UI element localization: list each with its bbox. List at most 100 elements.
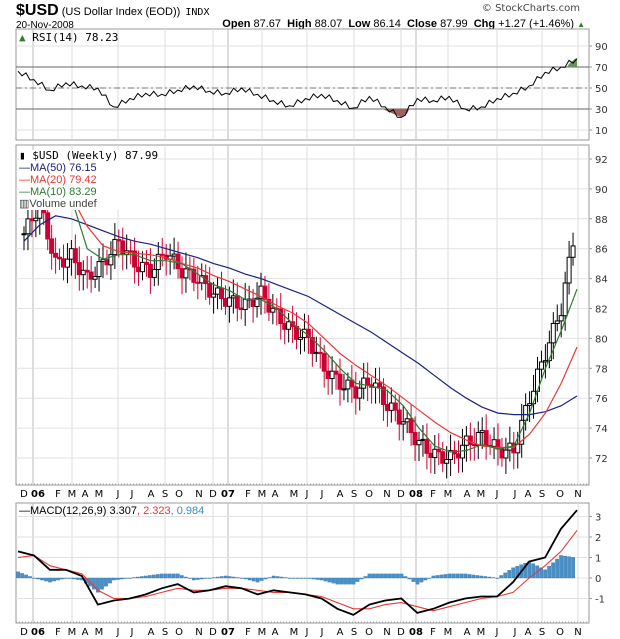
svg-text:A: A <box>82 489 89 500</box>
svg-text:J: J <box>305 489 309 500</box>
chart-title: $USD (US Dollar Index (EOD)) INDX <box>16 2 209 20</box>
svg-text:3: 3 <box>595 513 601 524</box>
svg-text:M: M <box>68 627 77 638</box>
ma20-legend: MA(20) 79.42 <box>30 174 97 186</box>
volume-legend: Volume undef <box>29 198 97 210</box>
quote-summary: Open 87.67 High 88.07 Low 86.14 Close 87… <box>222 18 585 30</box>
ma50-legend: MA(50) 76.15 <box>30 162 97 174</box>
x-axis-top: D 06 F M A M J J A S O N D 07 F M A M J J A S O N D 08 F M A M J J A S O N <box>16 483 589 500</box>
svg-text:-1: -1 <box>595 595 605 606</box>
svg-text:M: M <box>477 489 486 500</box>
svg-text:F: F <box>55 627 61 638</box>
svg-text:70: 70 <box>595 63 608 74</box>
svg-text:10: 10 <box>595 126 608 137</box>
open-label: Open <box>222 18 251 30</box>
svg-text:90: 90 <box>595 42 608 53</box>
svg-text:J: J <box>130 627 134 638</box>
svg-text:F: F <box>430 627 436 638</box>
high-label: High <box>287 18 312 30</box>
svg-text:S: S <box>351 489 357 500</box>
x-axis-bottom: D 06 F M A M J J A S O N D 07 F M A M J J A S O N D 08 F M A M J J A S O N <box>16 621 589 638</box>
svg-text:O: O <box>365 627 373 638</box>
symbol: $USD <box>16 2 59 19</box>
svg-text:80: 80 <box>595 334 608 345</box>
svg-text:06: 06 <box>31 627 45 638</box>
svg-text:A: A <box>148 489 155 500</box>
low-value: 86.14 <box>373 18 401 30</box>
svg-text:A: A <box>525 627 532 638</box>
svg-text:84: 84 <box>595 275 608 286</box>
rsi-legend-text: RSI(14) 78.23 <box>32 31 119 44</box>
svg-text:D: D <box>209 627 217 638</box>
macd-signal-value: , 2.323 <box>137 505 171 517</box>
svg-text:M: M <box>95 489 104 500</box>
svg-text:08: 08 <box>409 489 423 500</box>
svg-text:A: A <box>272 489 279 500</box>
svg-text:S: S <box>162 489 168 500</box>
price-legend: ▮ $USD (Weekly) 87.99 —MA(50) 76.15 —MA(… <box>19 149 159 210</box>
ma50-line-icon: — <box>19 162 30 174</box>
svg-text:J: J <box>495 627 499 638</box>
svg-text:M: M <box>258 627 267 638</box>
svg-text:N: N <box>195 489 202 500</box>
svg-text:M: M <box>444 627 453 638</box>
svg-text:07: 07 <box>221 627 235 638</box>
svg-text:J: J <box>320 627 324 638</box>
chg-label: Chg <box>473 18 496 30</box>
svg-text:F: F <box>245 627 251 638</box>
svg-text:O: O <box>365 489 373 500</box>
svg-text:N: N <box>383 489 390 500</box>
svg-text:J: J <box>320 489 324 500</box>
volume-bars-icon: ▥ <box>19 198 30 210</box>
svg-text:88: 88 <box>595 215 608 226</box>
close-value: 87.99 <box>440 18 468 30</box>
svg-text:06: 06 <box>31 489 45 500</box>
svg-text:S: S <box>351 627 357 638</box>
rsi-chart-icon: ▲ <box>19 31 26 44</box>
svg-text:J: J <box>116 627 120 638</box>
open-value: 87.67 <box>253 18 282 30</box>
svg-text:N: N <box>574 489 581 500</box>
svg-text:M: M <box>444 489 453 500</box>
svg-text:78: 78 <box>595 364 608 375</box>
market: INDX <box>185 7 210 18</box>
macd-hist-value: , 0.984 <box>170 505 205 517</box>
high-value: 88.07 <box>314 18 343 30</box>
svg-text:08: 08 <box>409 627 423 638</box>
svg-text:A: A <box>337 489 344 500</box>
svg-text:0: 0 <box>595 574 601 585</box>
svg-text:A: A <box>272 627 279 638</box>
close-label: Close <box>407 18 437 30</box>
svg-text:92: 92 <box>595 155 608 166</box>
svg-text:J: J <box>130 489 134 500</box>
svg-text:M: M <box>95 627 104 638</box>
svg-text:M: M <box>477 627 486 638</box>
svg-text:J: J <box>513 489 517 500</box>
svg-text:S: S <box>162 627 168 638</box>
svg-text:A: A <box>82 627 89 638</box>
svg-text:F: F <box>430 489 436 500</box>
svg-text:S: S <box>539 627 545 638</box>
svg-text:M: M <box>290 489 299 500</box>
svg-text:1: 1 <box>595 554 601 565</box>
price-legend-main: $USD (Weekly) 87.99 <box>32 149 159 162</box>
svg-text:F: F <box>245 489 251 500</box>
svg-text:M: M <box>290 627 299 638</box>
svg-text:J: J <box>116 489 120 500</box>
ma10-legend: MA(10) 83.29 <box>30 186 97 198</box>
svg-text:2: 2 <box>595 533 601 544</box>
svg-text:86: 86 <box>595 245 608 256</box>
svg-text:A: A <box>337 627 344 638</box>
svg-text:N: N <box>574 627 581 638</box>
symbol-name: (US Dollar Index (EOD)) <box>61 6 181 18</box>
svg-text:M: M <box>258 489 267 500</box>
svg-text:A: A <box>464 489 471 500</box>
svg-text:O: O <box>556 489 564 500</box>
svg-text:50: 50 <box>595 84 608 95</box>
up-triangle-icon: ▲ <box>577 20 585 29</box>
svg-text:J: J <box>305 627 309 638</box>
svg-text:76: 76 <box>595 394 608 405</box>
svg-text:D: D <box>397 627 405 638</box>
svg-text:30: 30 <box>595 105 608 116</box>
